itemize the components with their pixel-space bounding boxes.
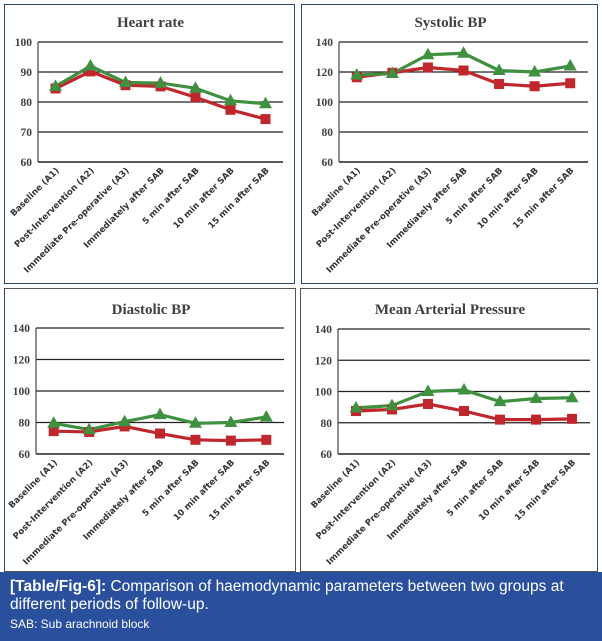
data-point-square (565, 78, 576, 89)
y-tick-label: 120 (13, 355, 31, 367)
caption-footnote: SAB: Sub arachnoid block (10, 617, 150, 631)
y-tick-label: 140 (13, 323, 31, 335)
data-point-square (531, 414, 541, 425)
y-tick-label: 100 (15, 37, 33, 49)
chart-title: Heart rate (117, 15, 184, 31)
data-point-square (529, 81, 540, 92)
y-tick-label: 60 (321, 449, 333, 461)
data-point-square (567, 413, 577, 424)
data-point-square (225, 435, 236, 446)
mean-arterial-pressure-chart: Mean Arterial Pressure6080100120140Basel… (309, 302, 590, 567)
data-point-square (119, 421, 130, 432)
y-tick-label: 140 (315, 324, 333, 336)
data-point-triangle (118, 414, 132, 427)
data-point-square (190, 434, 201, 445)
data-point-triangle (493, 394, 507, 407)
data-point-square (225, 104, 236, 115)
y-tick-label: 80 (19, 418, 31, 430)
data-point-square (495, 414, 505, 425)
y-tick-label: 60 (19, 449, 31, 461)
data-point-triangle (492, 63, 506, 75)
x-tick-label: 15 min after SAB (207, 458, 272, 523)
x-tick-label: 10 min after SAB (477, 458, 542, 523)
systolic-bp-chart-panel: Systolic BP 60 80 100 120 140 Baseline (A1) Pos… (301, 4, 598, 284)
caption-text: Comparison of haemodynamic parameters be… (10, 578, 564, 613)
data-point-triangle (350, 68, 364, 80)
y-tick-label: 100 (13, 386, 31, 398)
data-point-triangle (528, 65, 542, 77)
y-tick-label: 80 (21, 97, 33, 109)
data-point-triangle (563, 59, 577, 71)
y-tick-label: 80 (322, 127, 334, 139)
data-point-square (458, 65, 469, 76)
chart-title: Mean Arterial Pressure (375, 302, 526, 318)
data-point-triangle (457, 46, 470, 58)
data-point-triangle (259, 409, 273, 422)
data-point-triangle (153, 407, 167, 420)
diastolic-bp-chart-panel: Diastolic BP 60 80 100 120 140 Baseline (A1) Po… (4, 288, 296, 572)
x-tick-label: 10 min after SAB (172, 166, 237, 231)
data-point-square (260, 114, 271, 125)
chart-title: Systolic BP (414, 15, 486, 31)
data-point-triangle (154, 76, 167, 88)
data-point-triangle (421, 47, 435, 60)
data-point-triangle (529, 391, 543, 404)
data-point-triangle (457, 382, 471, 395)
y-tick-label: 120 (315, 355, 333, 367)
data-point-triangle (259, 96, 272, 109)
y-tick-label: 100 (315, 387, 333, 399)
data-point-triangle (49, 79, 62, 91)
data-point-triangle (421, 384, 435, 396)
x-tick-label: 15 min after SAB (513, 458, 578, 523)
data-point-square (261, 434, 272, 445)
mean-arterial-pressure-chart-panel: Mean Arterial Pressure 60 80 100 120 140 Basel… (300, 288, 598, 572)
data-point-square (85, 66, 96, 77)
chart-title: Diastolic BP (112, 302, 191, 318)
x-tick-label: 15 min after SAB (207, 166, 272, 231)
x-tick-label: 10 min after SAB (172, 458, 237, 523)
data-point-triangle (188, 416, 202, 428)
figure-caption: [Table/Fig-6]: Comparison of haemodynami… (0, 572, 602, 641)
data-point-triangle (385, 398, 399, 411)
data-point-triangle (47, 416, 61, 428)
data-point-square (422, 62, 433, 73)
data-point-square (48, 426, 59, 437)
data-point-triangle (82, 422, 96, 435)
caption-main: [Table/Fig-6]: Comparison of haemodynami… (10, 578, 592, 614)
data-point-square (423, 399, 433, 409)
data-point-triangle (224, 415, 238, 427)
data-point-square (494, 79, 505, 89)
y-tick-label: 140 (316, 37, 334, 49)
data-point-square (155, 428, 165, 439)
x-tick-label: 15 min after SAB (511, 166, 576, 231)
y-tick-label: 120 (316, 67, 334, 79)
data-point-square (190, 92, 201, 103)
data-point-triangle (565, 390, 579, 403)
y-tick-label: 60 (322, 157, 334, 169)
y-tick-label: 70 (21, 127, 33, 139)
data-point-triangle (189, 81, 202, 93)
data-point-triangle (84, 59, 97, 71)
y-tick-label: 100 (316, 97, 334, 109)
data-point-triangle (119, 75, 132, 87)
data-point-triangle (349, 400, 363, 413)
data-point-triangle (385, 66, 399, 78)
data-point-triangle (224, 93, 237, 106)
y-tick-label: 90 (21, 67, 33, 79)
x-tick-label: 10 min after SAB (476, 166, 541, 231)
data-point-square (459, 406, 469, 417)
y-tick-label: 60 (21, 157, 33, 169)
y-tick-label: 80 (321, 418, 333, 430)
caption-label: [Table/Fig-6]: (10, 578, 107, 595)
heart-rate-chart-panel: Heart rate 60 70 80 90 100 Baseline (A1) Post-I… (4, 4, 295, 284)
